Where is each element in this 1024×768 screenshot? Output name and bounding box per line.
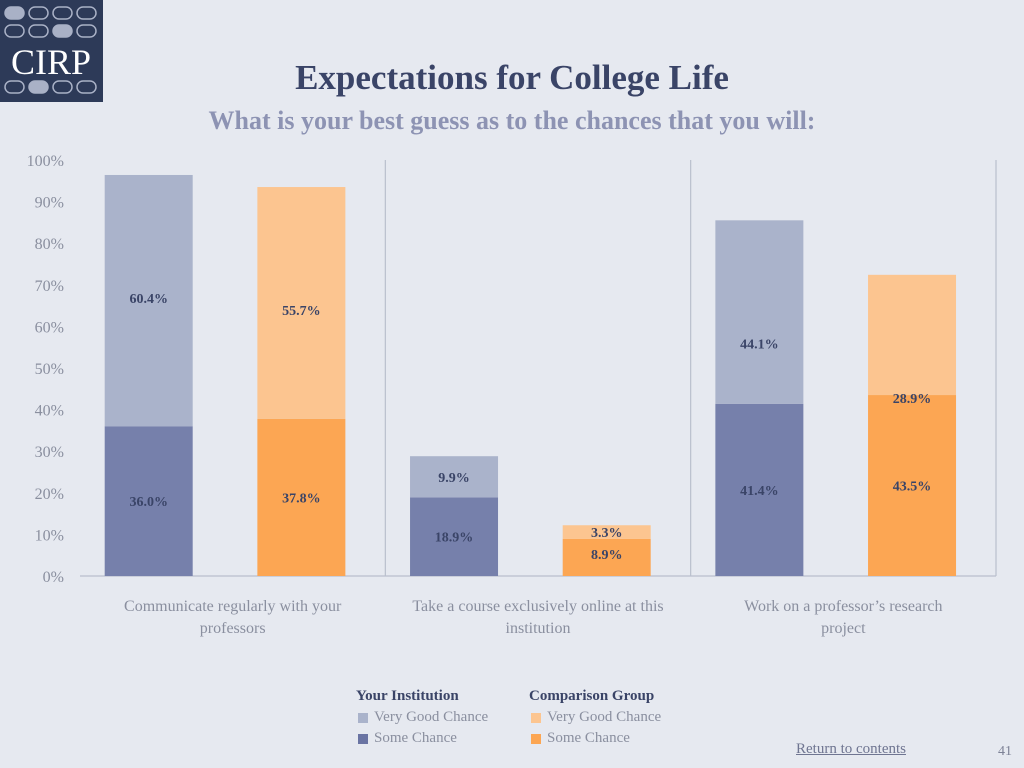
- bar-institution-very-good-chance: [410, 456, 499, 498]
- x-category-label: Work on a professor’s research: [744, 598, 942, 615]
- legend-item: Some Chance: [529, 728, 661, 749]
- legend-comparison-group: Comparison Group Very Good Chance Some C…: [529, 688, 661, 749]
- slide-title: Expectations for College Life: [295, 58, 729, 97]
- data-label: 3.3%: [591, 526, 623, 541]
- data-label: 37.8%: [282, 491, 321, 506]
- legend-label: Some Chance: [374, 730, 457, 746]
- bar-comparison-some-chance: [868, 395, 957, 576]
- bar-comparison-some-chance: [257, 418, 346, 576]
- bar-comparison-very-good-chance: [257, 187, 346, 419]
- cirp-logo-graphic: CIRP: [4, 6, 97, 94]
- slide-subtitle: What is your best guess as to the chance…: [208, 106, 816, 135]
- x-category-label: Take a course exclusively online at this: [412, 598, 663, 615]
- legend-item: Some Chance: [356, 728, 488, 749]
- bar-comparison-some-chance: [562, 538, 651, 576]
- y-tick-label: 20%: [35, 486, 64, 503]
- bar-institution-some-chance: [104, 426, 193, 576]
- bar-comparison-very-good-chance: [562, 525, 651, 539]
- y-tick-label: 30%: [35, 444, 64, 461]
- return-to-contents-link[interactable]: Return to contents: [796, 741, 906, 757]
- data-label: 36.0%: [129, 495, 168, 510]
- bar-institution-very-good-chance: [715, 220, 804, 404]
- x-category-label: professors: [200, 620, 266, 637]
- y-tick-label: 10%: [35, 527, 64, 544]
- cirp-logo: CIRP: [0, 0, 103, 102]
- page-number: 41: [998, 744, 1012, 759]
- legend-swatch-inst-some: [358, 733, 368, 744]
- y-tick-label: 100%: [27, 153, 64, 170]
- y-tick-label: 80%: [35, 236, 64, 253]
- y-tick-label: 70%: [35, 278, 64, 295]
- legend-item: Very Good Chance: [356, 707, 488, 728]
- data-label: 60.4%: [129, 292, 168, 307]
- y-tick-label: 40%: [35, 403, 64, 420]
- y-tick-label: 0%: [43, 569, 64, 586]
- bar-institution-very-good-chance: [104, 174, 193, 427]
- legend-comparison-title: Comparison Group: [529, 688, 655, 704]
- x-category-label: project: [821, 620, 866, 637]
- legend-swatch-comp-very-good: [531, 712, 541, 723]
- bar-institution-some-chance: [410, 497, 499, 576]
- legend-institution-title: Your Institution: [356, 688, 459, 704]
- y-tick-label: 50%: [35, 361, 64, 378]
- data-label: 43.5%: [893, 480, 932, 495]
- x-category-label: institution: [506, 620, 571, 637]
- legend-swatch-inst-very-good: [358, 712, 368, 723]
- data-label: 41.4%: [740, 484, 779, 499]
- legend-your-institution: Your Institution Very Good Chance Some C…: [356, 688, 488, 749]
- legend-item: Very Good Chance: [529, 707, 661, 728]
- legend-label: Some Chance: [547, 730, 630, 746]
- legend-label: Very Good Chance: [547, 709, 662, 725]
- y-tick-label: 90%: [35, 195, 64, 212]
- x-category-label: Communicate regularly with your: [124, 598, 342, 615]
- legend-label: Very Good Chance: [374, 709, 489, 725]
- data-label: 8.9%: [591, 548, 623, 563]
- stacked-bar-chart: 0% 10% 20% 30% 40% 50% 60% 70% 80% 90% 100% 36.0% 60…: [27, 153, 997, 637]
- bar-institution-some-chance: [715, 403, 804, 576]
- svg-text:CIRP: CIRP: [11, 42, 91, 82]
- data-label: 55.7%: [282, 304, 321, 319]
- bar-comparison-very-good-chance: [868, 274, 957, 396]
- data-label: 9.9%: [438, 471, 470, 486]
- legend-swatch-comp-some: [531, 733, 541, 744]
- data-label: 28.9%: [893, 392, 932, 407]
- data-label: 18.9%: [435, 531, 474, 546]
- data-label: 44.1%: [740, 337, 779, 352]
- y-tick-label: 60%: [35, 319, 64, 336]
